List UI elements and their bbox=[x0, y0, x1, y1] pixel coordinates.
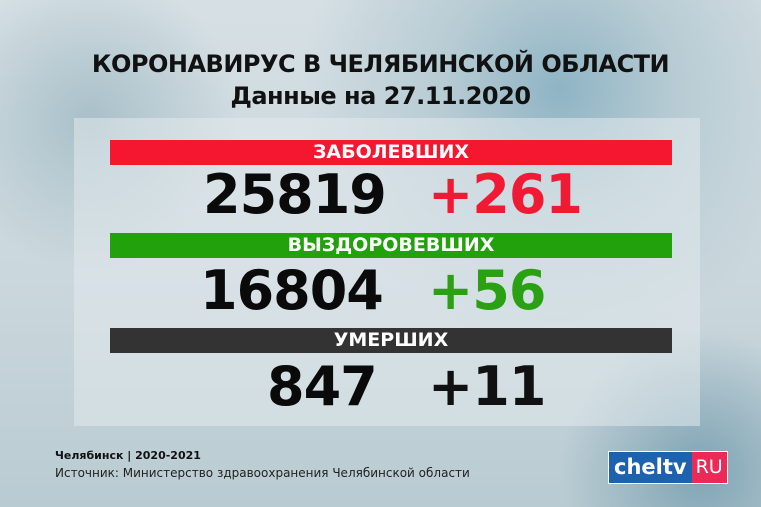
deaths-label-bar: УМЕРШИХ bbox=[110, 328, 672, 353]
stats-panel bbox=[74, 118, 700, 426]
logo-main: cheltv bbox=[609, 452, 692, 483]
deaths-delta: +11 bbox=[428, 355, 546, 418]
recovered-delta: +56 bbox=[428, 259, 546, 322]
deaths-total: 847 bbox=[267, 355, 378, 418]
infected-label-bar: ЗАБОЛЕВШИХ bbox=[110, 140, 672, 165]
date-subtitle: Данные на 27.11.2020 bbox=[230, 82, 531, 110]
cheltv-logo: cheltv RU bbox=[608, 451, 728, 484]
recovered-total: 16804 bbox=[200, 259, 384, 322]
footer-source: Источник: Министерство здравоохранения Ч… bbox=[55, 466, 470, 480]
infected-delta: +261 bbox=[428, 163, 583, 226]
footer-city: Челябинск | 2020-2021 bbox=[55, 449, 201, 462]
page-title: КОРОНАВИРУС В ЧЕЛЯБИНСКОЙ ОБЛАСТИ bbox=[91, 50, 670, 78]
infected-total: 25819 bbox=[203, 163, 387, 226]
logo-suffix: RU bbox=[691, 452, 727, 483]
recovered-label-bar: ВЫЗДОРОВЕВШИХ bbox=[110, 233, 672, 258]
